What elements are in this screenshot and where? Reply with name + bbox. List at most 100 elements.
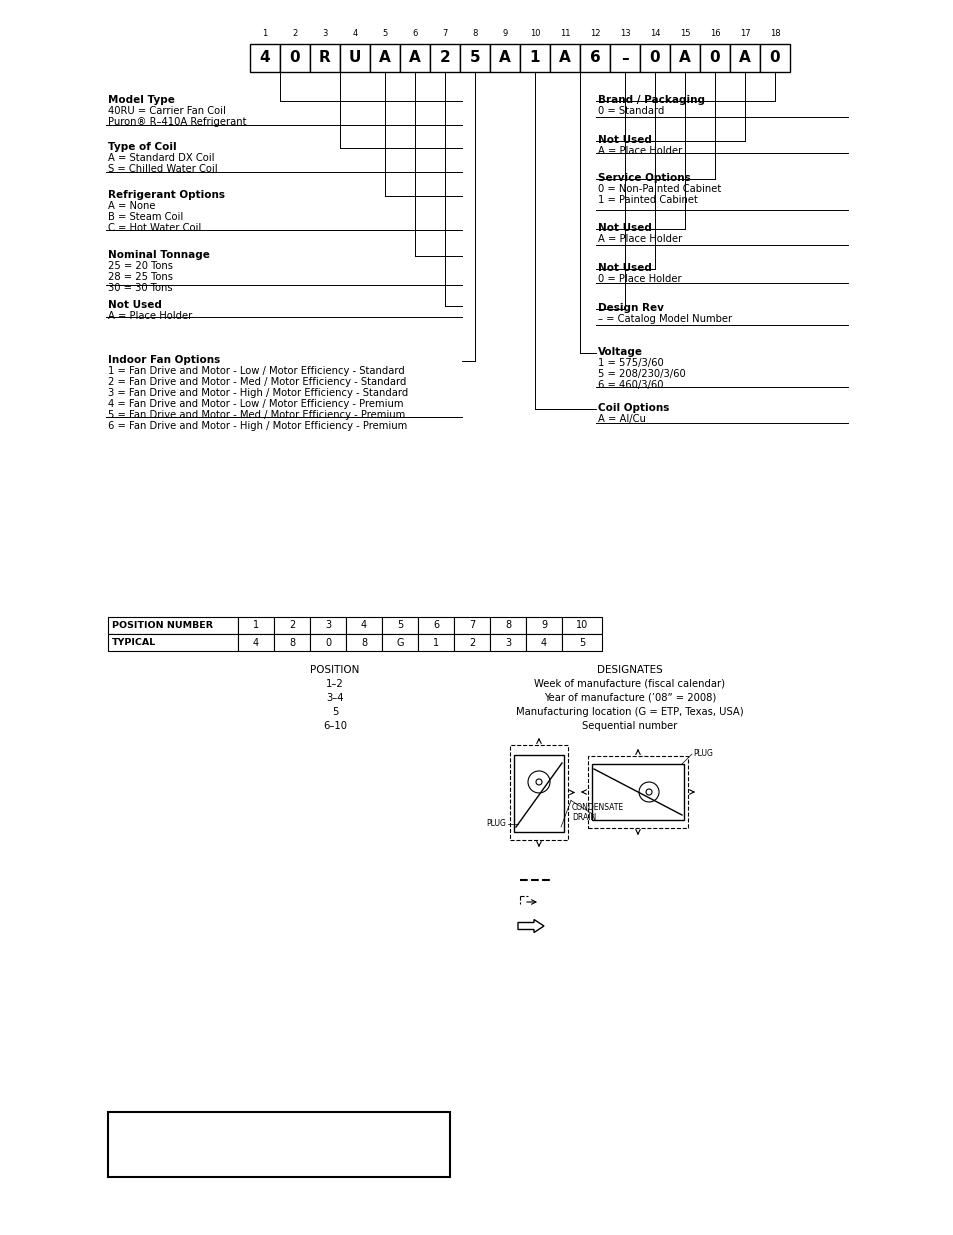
Text: A = Place Holder: A = Place Holder [598,146,681,156]
Text: 10: 10 [576,620,587,631]
Text: A: A [498,51,511,65]
Bar [454,634,490,651]
Bar [370,44,399,72]
Text: 9: 9 [540,620,546,631]
Bar [310,634,346,651]
Bar [417,634,454,651]
Text: 16: 16 [709,28,720,38]
Text: 25 = 20 Tons: 25 = 20 Tons [108,261,172,270]
Text: 3: 3 [322,28,327,38]
Text: 15: 15 [679,28,690,38]
Text: Not Used: Not Used [598,263,651,273]
Text: B = Steam Coil: B = Steam Coil [108,212,183,222]
Bar [459,44,490,72]
Bar [430,44,459,72]
Text: 0: 0 [290,51,300,65]
Bar [490,634,525,651]
Text: 17: 17 [739,28,749,38]
Text: A: A [409,51,420,65]
Text: Indoor Fan Options: Indoor Fan Options [108,354,220,366]
Text: Nominal Tonnage: Nominal Tonnage [108,249,210,261]
Text: 7: 7 [468,620,475,631]
Text: PLUG: PLUG [692,750,712,758]
Text: 3 = Fan Drive and Motor - High / Motor Efficiency - Standard: 3 = Fan Drive and Motor - High / Motor E… [108,388,408,398]
Text: 2: 2 [289,620,294,631]
Bar [592,764,683,820]
Text: A: A [739,51,750,65]
FancyArrow shape [517,920,543,932]
Bar [579,44,609,72]
Bar [609,44,639,72]
Bar [561,634,601,651]
Text: 1: 1 [262,28,268,38]
Text: 0: 0 [769,51,780,65]
Text: TYPICAL: TYPICAL [112,638,156,647]
Text: S = Chilled Water Coil: S = Chilled Water Coil [108,164,217,174]
Bar [550,44,579,72]
Text: 5: 5 [578,637,584,647]
Bar [237,618,274,634]
Text: Not Used: Not Used [108,300,162,310]
Text: 0 = Place Holder: 0 = Place Holder [598,274,680,284]
Text: 6: 6 [433,620,438,631]
Bar [339,44,370,72]
Bar [490,618,525,634]
Text: 6: 6 [589,51,599,65]
Text: 2 = Fan Drive and Motor - Med / Motor Efficiency - Standard: 2 = Fan Drive and Motor - Med / Motor Ef… [108,377,406,387]
Text: 18: 18 [769,28,780,38]
Bar [310,618,346,634]
Bar [310,44,339,72]
Text: Not Used: Not Used [598,224,651,233]
Text: 14: 14 [649,28,659,38]
Text: 8: 8 [289,637,294,647]
Text: – = Catalog Model Number: – = Catalog Model Number [598,314,731,324]
Text: 6–10: 6–10 [323,721,347,731]
Text: Not Used: Not Used [598,135,651,144]
Bar [346,634,381,651]
Text: 6: 6 [412,28,417,38]
Text: A = Al/Cu: A = Al/Cu [598,414,645,424]
Bar [274,634,310,651]
Text: Model Type: Model Type [108,95,174,105]
Text: POSITION NUMBER: POSITION NUMBER [112,621,213,630]
Bar [280,44,310,72]
Text: 3: 3 [325,620,331,631]
Text: 6 = Fan Drive and Motor - High / Motor Efficiency - Premium: 6 = Fan Drive and Motor - High / Motor E… [108,421,407,431]
Text: 5 = 208/230/3/60: 5 = 208/230/3/60 [598,369,685,379]
Text: Type of Coil: Type of Coil [108,142,176,152]
Text: Brand / Packaging: Brand / Packaging [598,95,704,105]
Bar [514,755,563,832]
Text: Puron® R–410A Refrigerant: Puron® R–410A Refrigerant [108,117,246,127]
Text: 12: 12 [589,28,599,38]
Text: 2: 2 [468,637,475,647]
Text: 4: 4 [540,637,546,647]
Text: Week of manufacture (fiscal calendar): Week of manufacture (fiscal calendar) [534,679,724,689]
Text: 4: 4 [360,620,367,631]
Bar [417,618,454,634]
Bar [399,44,430,72]
Text: 4: 4 [352,28,357,38]
Text: Refrigerant Options: Refrigerant Options [108,190,225,200]
Text: 9: 9 [502,28,507,38]
Text: Sequential number: Sequential number [581,721,677,731]
Bar [454,618,490,634]
Text: 5: 5 [469,51,479,65]
Text: 8: 8 [360,637,367,647]
Text: 8: 8 [472,28,477,38]
Bar [381,634,417,651]
Text: 4: 4 [253,637,259,647]
Text: DESIGNATES: DESIGNATES [597,664,662,676]
Text: A = Standard DX Coil: A = Standard DX Coil [108,153,214,163]
Text: 1 = 575/3/60: 1 = 575/3/60 [598,358,663,368]
Text: 28 = 25 Tons: 28 = 25 Tons [108,272,172,282]
Text: 0: 0 [325,637,331,647]
Bar [108,634,237,651]
Bar [729,44,760,72]
Text: 1 = Painted Cabinet: 1 = Painted Cabinet [598,195,698,205]
Text: Service Options: Service Options [598,173,690,183]
Text: 5: 5 [382,28,387,38]
Text: U: U [349,51,361,65]
Text: 0 = Non-Painted Cabinet: 0 = Non-Painted Cabinet [598,184,720,194]
Text: –: – [620,51,628,65]
Bar [760,44,789,72]
